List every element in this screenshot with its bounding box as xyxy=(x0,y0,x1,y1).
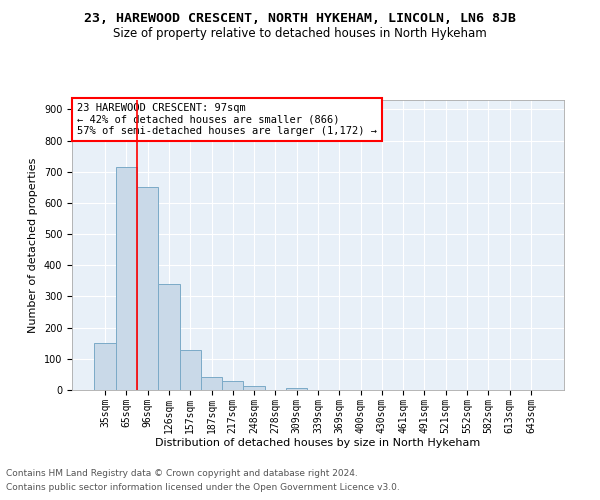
Bar xyxy=(116,167,137,390)
Text: 23, HAREWOOD CRESCENT, NORTH HYKEHAM, LINCOLN, LN6 8JB: 23, HAREWOOD CRESCENT, NORTH HYKEHAM, LI… xyxy=(84,12,516,26)
Bar xyxy=(201,377,222,390)
Bar xyxy=(222,380,244,390)
Text: Contains HM Land Registry data © Crown copyright and database right 2024.: Contains HM Land Registry data © Crown c… xyxy=(6,468,358,477)
Bar xyxy=(94,343,116,390)
Bar xyxy=(286,388,307,390)
Bar xyxy=(244,386,265,390)
Text: Contains public sector information licensed under the Open Government Licence v3: Contains public sector information licen… xyxy=(6,484,400,492)
Bar xyxy=(158,284,179,390)
Y-axis label: Number of detached properties: Number of detached properties xyxy=(28,158,38,332)
Text: 23 HAREWOOD CRESCENT: 97sqm
← 42% of detached houses are smaller (866)
57% of se: 23 HAREWOOD CRESCENT: 97sqm ← 42% of det… xyxy=(77,103,377,136)
Bar xyxy=(179,350,201,390)
Bar xyxy=(137,188,158,390)
X-axis label: Distribution of detached houses by size in North Hykeham: Distribution of detached houses by size … xyxy=(155,438,481,448)
Text: Size of property relative to detached houses in North Hykeham: Size of property relative to detached ho… xyxy=(113,28,487,40)
